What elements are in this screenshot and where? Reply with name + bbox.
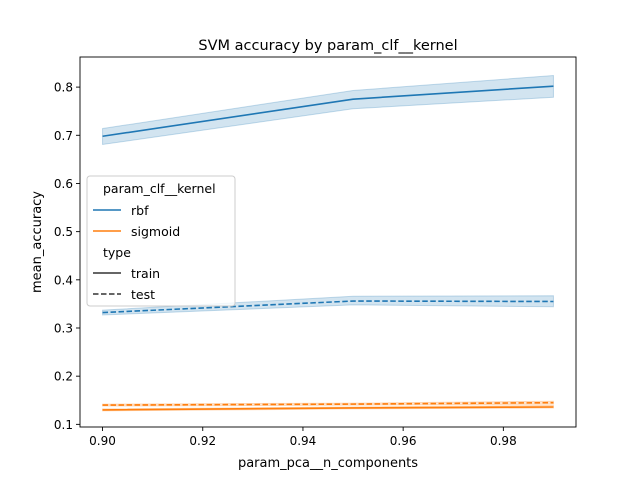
legend-sigmoid-label: sigmoid — [131, 224, 180, 239]
legend-test-label: test — [131, 287, 155, 302]
legend-style-title: type — [103, 245, 131, 260]
y-tick-label: 0.4 — [54, 273, 73, 287]
y-axis-label: mean_accuracy — [30, 191, 45, 293]
x-tick-label: 0.90 — [89, 434, 116, 448]
legend-train-label: train — [131, 266, 160, 281]
y-tick-label: 0.6 — [54, 177, 73, 191]
legend: param_clf__kernel rbf sigmoid type train… — [86, 175, 236, 307]
x-tick-label: 0.94 — [290, 434, 317, 448]
y-tick-label: 0.7 — [54, 129, 73, 143]
line-rbf-test — [102, 300, 554, 314]
y-tick-label: 0.3 — [54, 321, 73, 335]
chart-title: SVM accuracy by param_clf__kernel — [198, 38, 457, 54]
y-tick-label: 0.2 — [54, 370, 73, 384]
line-sigmoid-test — [102, 401, 554, 406]
x-axis-label: param_pca__n_components — [238, 456, 418, 471]
legend-box — [86, 175, 236, 307]
x-axis: 0.90 0.92 0.94 0.96 0.98 — [89, 427, 517, 448]
y-tick-label: 0.5 — [54, 225, 73, 239]
y-axis: 0.1 0.2 0.3 0.4 0.5 0.6 0.7 0.8 — [54, 81, 80, 432]
x-tick-label: 0.98 — [490, 434, 517, 448]
legend-rbf-label: rbf — [131, 203, 149, 218]
x-tick-label: 0.92 — [189, 434, 216, 448]
y-tick-label: 0.1 — [54, 418, 73, 432]
legend-hue-title: param_clf__kernel — [103, 181, 216, 196]
line-rbf-train — [102, 85, 554, 138]
plot-frame — [79, 56, 577, 428]
line-sigmoid-train — [102, 406, 554, 411]
x-tick-label: 0.96 — [390, 434, 417, 448]
series-lines — [102, 85, 554, 411]
y-tick-label: 0.8 — [54, 81, 73, 95]
